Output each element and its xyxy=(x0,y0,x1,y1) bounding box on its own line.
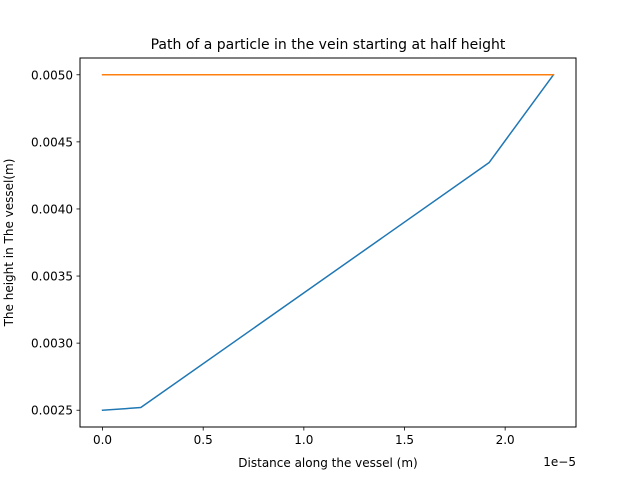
y-axis-label: The height in The vessel(m) xyxy=(2,159,16,328)
x-axis-label: Distance along the vessel (m) xyxy=(238,456,417,470)
y-tick-label: 0.0025 xyxy=(31,404,73,418)
y-tick-label: 0.0050 xyxy=(31,68,73,82)
x-tick-label: 2.0 xyxy=(496,433,515,447)
x-tick-label: 1.0 xyxy=(294,433,313,447)
x-axis: 0.0 0.5 1.0 1.5 2.0 xyxy=(93,427,515,447)
y-tick-label: 0.0040 xyxy=(31,202,73,216)
y-tick-label: 0.0030 xyxy=(31,337,73,351)
y-axis: 0.0025 0.0030 0.0035 0.0040 0.0045 0.0050 xyxy=(31,68,80,418)
x-tick-label: 0.0 xyxy=(93,433,112,447)
plot-frame xyxy=(79,57,577,428)
x-axis-offset-label: 1e−5 xyxy=(543,455,576,469)
x-tick-label: 0.5 xyxy=(194,433,213,447)
series-layer xyxy=(101,73,555,412)
x-tick-label: 1.5 xyxy=(395,433,414,447)
y-tick-label: 0.0045 xyxy=(31,135,73,149)
chart-title: Path of a particle in the vein starting … xyxy=(151,37,506,53)
series-line-1 xyxy=(101,73,555,412)
y-tick-label: 0.0035 xyxy=(31,270,73,284)
